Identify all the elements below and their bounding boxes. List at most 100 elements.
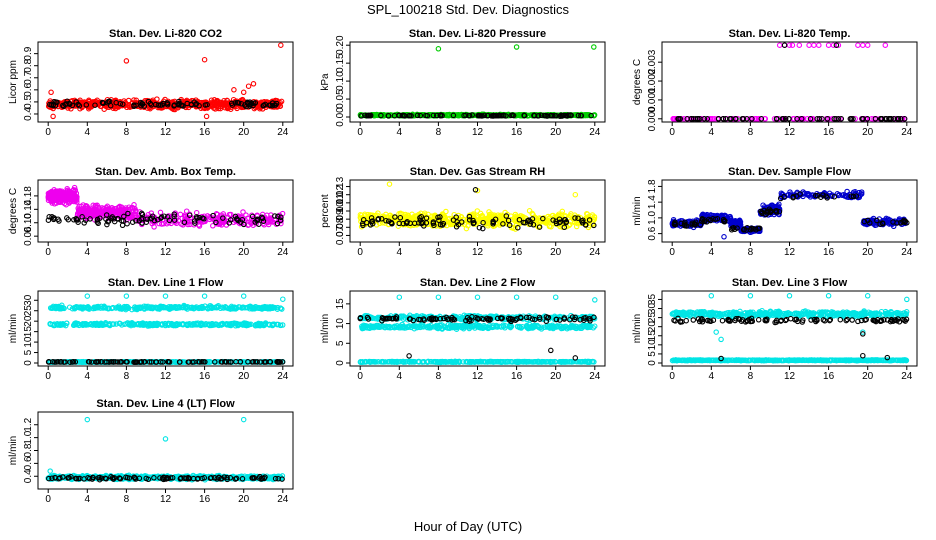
data-point <box>196 223 203 229</box>
data-point <box>847 116 854 122</box>
data-point <box>591 222 597 229</box>
data-point <box>407 112 413 119</box>
y-tick-label: 0.00 <box>335 107 346 127</box>
data-point <box>874 220 880 226</box>
data-point <box>179 102 185 109</box>
data-point <box>902 218 909 225</box>
data-point <box>250 81 257 87</box>
data-point <box>277 217 284 224</box>
data-point <box>125 97 132 104</box>
data-point <box>758 116 765 122</box>
data-point <box>272 213 278 219</box>
data-point <box>94 219 101 225</box>
data-point <box>125 210 131 217</box>
data-point <box>85 322 91 328</box>
data-point <box>450 112 457 119</box>
data-point <box>747 116 753 122</box>
x-tick-label: 4 <box>85 247 91 258</box>
data-point <box>192 220 198 226</box>
data-point <box>575 112 582 119</box>
data-point <box>166 217 173 224</box>
data-point <box>466 112 473 119</box>
data-point <box>153 359 160 365</box>
data-point <box>683 223 690 229</box>
x-tick-label: 16 <box>823 127 835 138</box>
data-point <box>813 192 819 199</box>
data-point <box>210 105 217 111</box>
y-tick-label: 0.06 <box>23 226 34 246</box>
data-point <box>776 42 783 48</box>
x-tick-label: 16 <box>823 247 835 258</box>
data-point <box>162 293 169 299</box>
x-tick-label: 4 <box>397 371 403 382</box>
data-point <box>838 116 845 122</box>
data-point <box>553 220 560 227</box>
data-point <box>186 212 193 218</box>
x-tick-label: 12 <box>472 247 484 258</box>
data-point <box>227 217 234 223</box>
data-point <box>176 98 182 105</box>
data-point <box>732 226 738 233</box>
panel-title: Stan. Dev. Line 1 Flow <box>108 277 224 289</box>
data-point <box>693 116 699 122</box>
data-point <box>235 99 241 106</box>
data-point <box>133 359 139 365</box>
data-point <box>96 321 103 327</box>
points-layer <box>45 184 286 230</box>
chart-panel: Stan. Dev. Gas Stream RH0 4 8 12 16 20 240.070… <box>320 166 606 258</box>
data-point <box>898 116 904 122</box>
data-point <box>515 224 521 231</box>
data-point <box>895 116 902 122</box>
points-layer <box>45 42 285 120</box>
data-point <box>129 306 135 313</box>
data-point <box>226 211 233 218</box>
data-point <box>263 359 269 365</box>
data-point <box>245 100 251 106</box>
data-point <box>816 42 822 48</box>
y-tick-label: 0.001 <box>647 87 658 112</box>
plot-frame <box>349 41 606 123</box>
data-point <box>461 112 467 119</box>
data-point <box>888 116 894 122</box>
data-point <box>430 219 437 225</box>
points-layer <box>670 42 908 122</box>
data-point <box>710 216 716 222</box>
data-point <box>423 220 430 226</box>
data-point <box>121 207 127 214</box>
data-point <box>186 359 192 365</box>
y-tick-label: 0.6 <box>23 82 34 96</box>
data-point <box>76 209 82 216</box>
x-tick-label: 0 <box>357 371 363 382</box>
data-point <box>500 221 506 227</box>
y-axis-label: degrees C <box>632 59 643 105</box>
data-point <box>759 209 765 215</box>
data-point <box>65 216 72 223</box>
plot-frame <box>661 41 918 123</box>
data-point <box>901 116 908 122</box>
data-point <box>92 102 98 108</box>
data-point <box>559 208 566 215</box>
data-point <box>536 224 543 230</box>
x-tick-label: 8 <box>436 247 442 258</box>
data-point <box>66 304 73 310</box>
data-point <box>760 202 766 208</box>
data-point <box>201 105 208 112</box>
panel-title: Stan. Dev. Li-820 Temp. <box>729 28 851 40</box>
x-tick-label: 24 <box>901 127 913 138</box>
data-point <box>86 359 93 365</box>
data-point <box>277 359 283 365</box>
data-point <box>575 215 581 221</box>
data-point <box>119 222 126 229</box>
x-tick-label: 24 <box>589 127 601 138</box>
data-point <box>137 321 144 327</box>
data-point <box>736 219 743 225</box>
data-point <box>781 42 788 48</box>
data-point <box>472 187 479 193</box>
y-tick-label: 0.6 <box>647 226 658 240</box>
x-tick-label: 24 <box>589 247 601 258</box>
data-point <box>62 359 68 365</box>
data-point <box>786 116 792 122</box>
data-point <box>228 305 235 311</box>
data-point <box>117 204 123 210</box>
